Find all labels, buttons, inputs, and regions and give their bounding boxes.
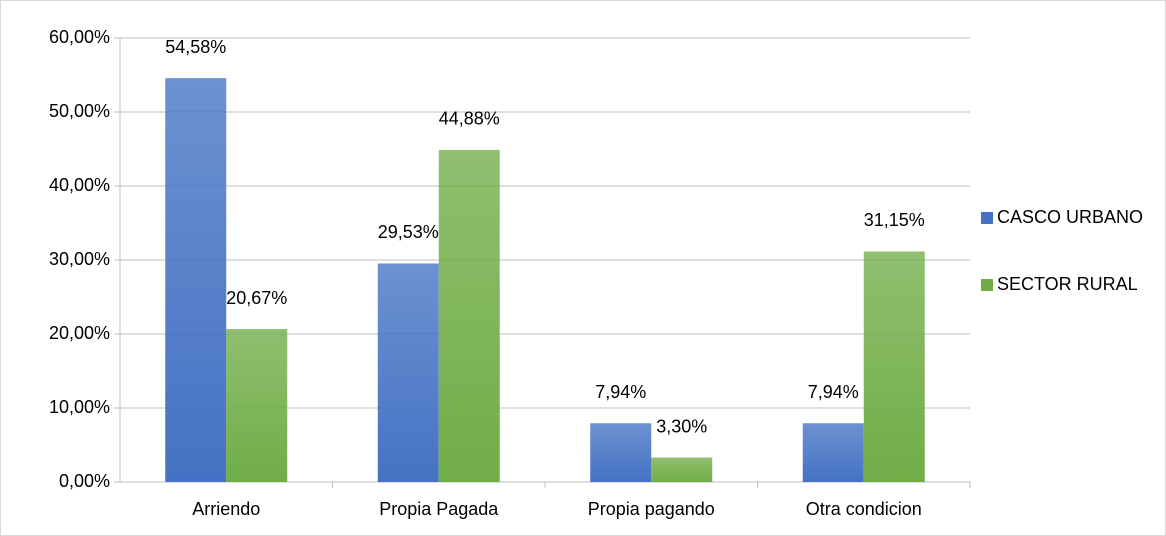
legend-label: SECTOR RURAL bbox=[997, 274, 1138, 294]
legend-swatch bbox=[981, 212, 993, 224]
y-tick-label: 0,00% bbox=[59, 471, 110, 491]
y-tick-label: 20,00% bbox=[49, 323, 110, 343]
bar bbox=[802, 423, 864, 482]
legend-swatch bbox=[981, 279, 993, 291]
bar bbox=[590, 423, 652, 482]
x-tick-label: Propia Pagada bbox=[379, 499, 499, 519]
bar bbox=[651, 457, 713, 482]
x-tick-label: Propia pagando bbox=[588, 499, 715, 519]
data-label: 29,53% bbox=[378, 222, 439, 242]
y-tick-label: 50,00% bbox=[49, 101, 110, 121]
data-label: 20,67% bbox=[226, 288, 287, 308]
y-tick-label: 10,00% bbox=[49, 397, 110, 417]
bar bbox=[438, 149, 500, 482]
y-tick-label: 60,00% bbox=[49, 27, 110, 47]
data-label: 31,15% bbox=[864, 210, 925, 230]
x-tick-label: Arriendo bbox=[192, 499, 260, 519]
data-label: 7,94% bbox=[808, 382, 859, 402]
x-tick-label: Otra condicion bbox=[806, 499, 922, 519]
data-label: 44,88% bbox=[439, 109, 500, 129]
bar bbox=[226, 329, 288, 482]
bar bbox=[165, 78, 227, 482]
data-label: 54,58% bbox=[165, 37, 226, 57]
y-tick-label: 40,00% bbox=[49, 175, 110, 195]
legend-label: CASCO URBANO bbox=[997, 207, 1143, 227]
bar bbox=[863, 251, 925, 482]
data-label: 3,30% bbox=[656, 416, 707, 436]
data-label: 7,94% bbox=[595, 382, 646, 402]
bar bbox=[377, 263, 439, 482]
y-tick-label: 30,00% bbox=[49, 249, 110, 269]
